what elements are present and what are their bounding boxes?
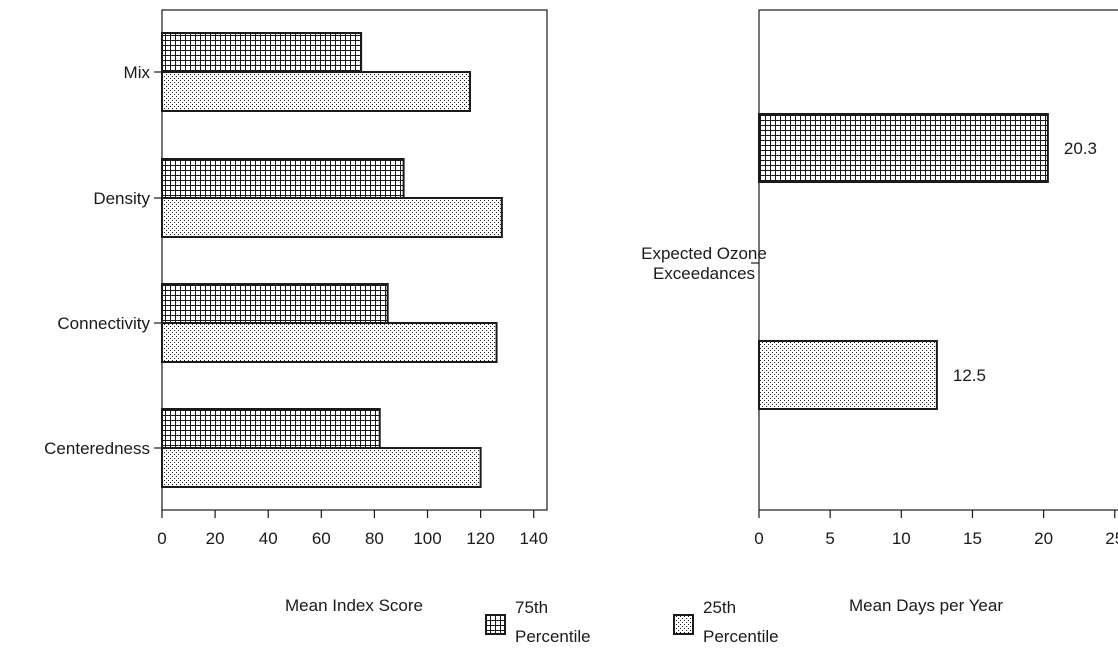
legend-item-25th-percentile: 25th Percentile [673,598,779,646]
ozone-x-tick-label-0: 0 [754,529,763,548]
index-bar-density-75th-percentile [161,158,405,199]
index-bar-connectivity-25th-percentile [161,322,498,363]
legend-label-25th-line2: Percentile [703,627,779,646]
ozone-bar-expected-ozone-exceedances-75th-percentile [758,113,1049,183]
ozone-x-tick-label-15: 15 [963,529,982,548]
index-bar-mix-25th-percentile [161,71,471,112]
index-x-tick-label-100: 100 [413,529,441,548]
index-x-tick-label-0: 0 [157,529,166,548]
index-x-tick-label-140: 140 [520,529,548,548]
index-bar-mix-75th-percentile [161,32,363,73]
index-category-label-mix: Mix [124,63,151,82]
ozone-category-label-expected-ozone: Expected Ozone [641,244,767,263]
ozone-days-plot-area [758,9,1118,511]
legend-swatch-grid [485,614,506,635]
ozone-x-tick-label-25: 25 [1105,529,1118,548]
ozone-days-chart: 20.3 12.5 0 5 10 15 20 25 Expected OzoneExceed… [641,9,1118,615]
legend-item-75th-percentile: 75th Percentile [485,598,591,646]
index-x-tick-label-20: 20 [206,529,225,548]
index-x-tick-label-80: 80 [365,529,384,548]
index-score-x-axis-title: Mean Index Score [285,596,423,615]
index-x-tick-label-60: 60 [312,529,331,548]
ozone-category-label-exceedances: Exceedances [653,264,755,283]
index-category-label-density: Density [93,189,150,208]
ozone-x-tick-label-5: 5 [825,529,834,548]
legend: 75th Percentile 25th Percentile [485,598,779,646]
index-category-label-connectivity: Connectivity [57,314,150,333]
ozone-value-label-25th-percentile: 12.5 [953,366,986,385]
ozone-days-x-axis-title: Mean Days per Year [849,596,1003,615]
legend-label-75th-line1: 75th [515,598,548,617]
index-category-label-centeredness: Centeredness [44,439,150,458]
ozone-x-tick-label-20: 20 [1034,529,1053,548]
index-bar-centeredness-75th-percentile [161,408,381,449]
legend-label-25th-line1: 25th [703,598,736,617]
legend-label-75th-line2: Percentile [515,627,591,646]
index-bar-connectivity-75th-percentile [161,283,389,324]
index-score-chart: 0 20 40 60 80 100 120 140 Mix Density Connectivit… [44,9,548,615]
index-x-tick-label-40: 40 [259,529,278,548]
ozone-value-label-75th-percentile: 20.3 [1064,139,1097,158]
index-bar-centeredness-25th-percentile [161,447,482,488]
ozone-bar-expected-ozone-exceedances-25th-percentile [758,340,938,410]
ozone-x-tick-label-10: 10 [892,529,911,548]
index-x-tick-label-120: 120 [466,529,494,548]
legend-swatch-dots [673,614,694,635]
index-bar-density-25th-percentile [161,197,503,238]
